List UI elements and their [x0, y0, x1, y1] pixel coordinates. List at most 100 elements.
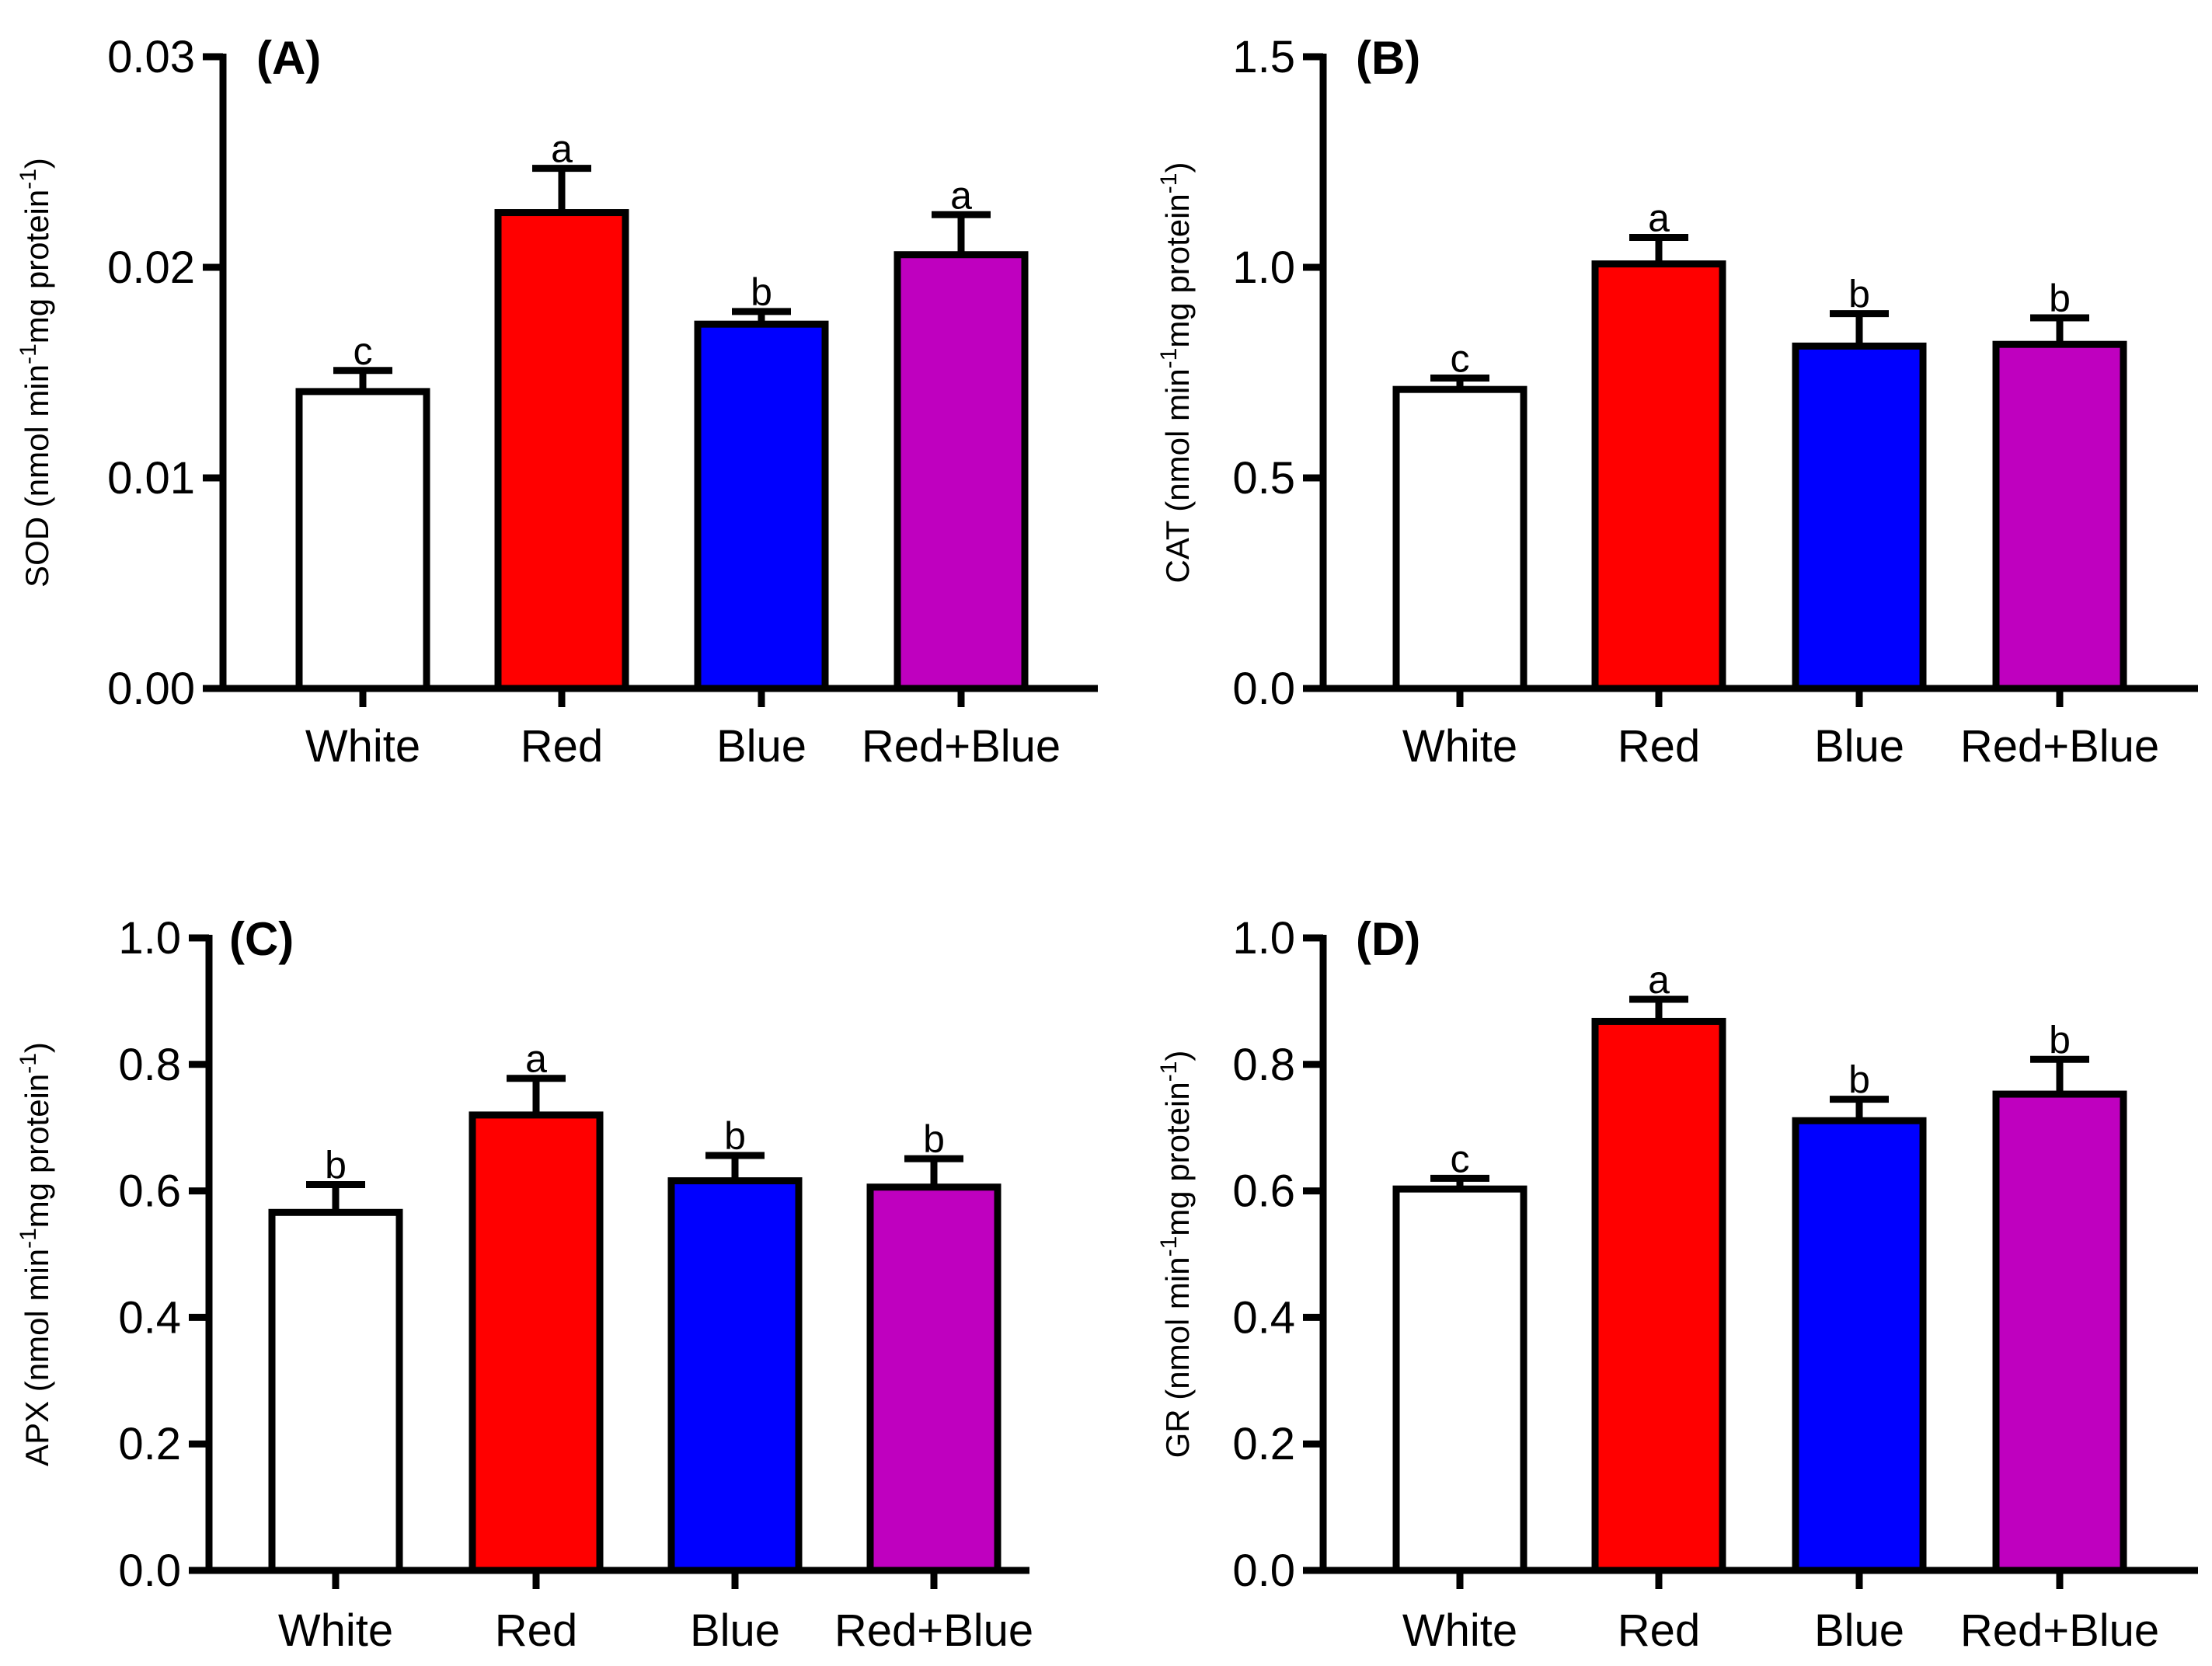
- x-tick-label: White: [305, 721, 420, 772]
- x-tick-label: Blue: [690, 1605, 780, 1656]
- label-part: SOD (nmol min: [19, 364, 55, 587]
- y-tick-label: 0.01: [107, 453, 195, 504]
- y-tick-label: 0.0: [1232, 1546, 1295, 1596]
- y-tick-label: 0.00: [107, 664, 195, 714]
- y-tick-label: 1.0: [1232, 913, 1295, 964]
- x-tick-label: Red: [1618, 1605, 1700, 1656]
- bar-blue: [1792, 342, 1927, 692]
- panel-d: c White a Red b Blue b Red+Blue 0.0 0.2 0.4 0.6 0.8 1…: [1156, 913, 2198, 1656]
- bar-white: [1392, 385, 1527, 692]
- bar-red: [469, 1111, 604, 1574]
- x-tick-label: Blue: [1814, 721, 1904, 772]
- y-tick-label: 1.0: [1232, 242, 1295, 293]
- y-tick-label: 0.03: [107, 32, 195, 82]
- x-tick-label: Red+Blue: [862, 721, 1061, 772]
- x-tick-label: Red: [1618, 721, 1700, 772]
- panel-title: (C): [229, 913, 294, 965]
- panel-title: (A): [256, 32, 321, 84]
- superscript: -1: [1156, 348, 1182, 369]
- superscript: -1: [1156, 173, 1182, 194]
- bar-blue: [1792, 1117, 1927, 1574]
- x-tick-label: Red+Blue: [1960, 721, 2159, 772]
- y-axis-label: SOD (nmol min-1mg protein-1): [16, 158, 55, 587]
- y-tick-label: 0.6: [1232, 1166, 1295, 1217]
- y-axis-label: APX (nmol min-1mg protein-1): [16, 1042, 55, 1466]
- significance-letter: a: [950, 173, 972, 217]
- label-part: CAT (nmol min: [1159, 368, 1196, 583]
- superscript: -1: [16, 1053, 41, 1074]
- x-tick-label: White: [1402, 721, 1517, 772]
- panel-a: c White a Red b Blue a Red+Blue 0.00 0.01 0.02 0.03…: [16, 32, 1098, 772]
- significance-letter: a: [525, 1037, 547, 1081]
- bar-red: [1591, 1017, 1726, 1574]
- y-axis-label: GR (nmol min-1mg protein-1): [1156, 1051, 1196, 1459]
- bar-red-blue: [866, 1183, 1001, 1574]
- bar-red: [1591, 260, 1726, 692]
- bar-white: [1392, 1185, 1527, 1574]
- label-part: APX (nmol min: [19, 1249, 55, 1466]
- significance-letter: b: [1848, 1058, 1870, 1102]
- y-axis-label: CAT (nmol min-1mg protein-1): [1156, 162, 1196, 584]
- bar-red: [494, 209, 629, 692]
- label-part: ): [1159, 1051, 1196, 1061]
- significance-letter: a: [1648, 197, 1670, 240]
- label-part: mg protein: [1159, 193, 1196, 347]
- bar-blue: [694, 320, 829, 692]
- y-tick-label: 1.0: [118, 913, 181, 964]
- significance-letter: b: [2049, 1018, 2071, 1061]
- y-tick-label: 0.8: [1232, 1040, 1295, 1090]
- significance-letter: c: [354, 329, 373, 373]
- x-tick-label: White: [1402, 1605, 1517, 1656]
- bar-red-blue: [894, 251, 1029, 692]
- superscript: -1: [16, 343, 41, 364]
- x-tick-label: Red: [495, 1605, 577, 1656]
- y-tick-label: 1.5: [1232, 32, 1295, 82]
- significance-letter: a: [1648, 958, 1670, 1002]
- superscript: -1: [1156, 1061, 1182, 1082]
- bar-red-blue: [1992, 1090, 2127, 1574]
- bar-red-blue: [1992, 340, 2127, 692]
- y-tick-label: 0.2: [118, 1419, 181, 1469]
- significance-letter: a: [551, 127, 573, 171]
- bar-white: [268, 1208, 403, 1574]
- y-tick-label: 0.0: [118, 1546, 181, 1596]
- significance-letter: c: [1451, 1137, 1470, 1180]
- significance-letter: b: [751, 270, 772, 314]
- panel-c: b White a Red b Blue b Red+Blue 0.0 0.2 0.4 0.6 0.8 1…: [16, 913, 1033, 1656]
- significance-letter: b: [2049, 277, 2071, 320]
- significance-letter: b: [325, 1143, 347, 1187]
- x-tick-label: Blue: [1814, 1605, 1904, 1656]
- x-tick-label: Red+Blue: [834, 1605, 1033, 1656]
- significance-letter: c: [1451, 337, 1470, 381]
- bar-blue: [667, 1177, 803, 1574]
- panel-title: (D): [1356, 913, 1420, 965]
- x-tick-label: Red+Blue: [1960, 1605, 2159, 1656]
- y-tick-label: 0.4: [1232, 1292, 1295, 1343]
- panel-title: (B): [1356, 32, 1420, 84]
- y-tick-label: 0.4: [118, 1292, 181, 1343]
- label-part: ): [1159, 162, 1196, 173]
- y-tick-label: 0.02: [107, 242, 195, 293]
- label-part: GR (nmol min: [1159, 1256, 1196, 1458]
- label-part: mg protein: [19, 1074, 55, 1228]
- significance-letter: b: [724, 1114, 746, 1158]
- panel-b: c White a Red b Blue b Red+Blue 0.0 0.5 1.0 1.5 (B) C…: [1156, 32, 2198, 772]
- x-tick-label: White: [278, 1605, 393, 1656]
- label-part: ): [19, 1042, 55, 1053]
- label-part: mg protein: [1159, 1082, 1196, 1236]
- y-tick-label: 0.2: [1232, 1419, 1295, 1469]
- significance-letter: b: [1848, 273, 1870, 316]
- bar-white: [295, 388, 430, 692]
- superscript: -1: [1156, 1236, 1182, 1257]
- significance-letter: b: [923, 1117, 945, 1161]
- superscript: -1: [16, 1228, 41, 1249]
- y-tick-label: 0.5: [1232, 453, 1295, 504]
- label-part: ): [19, 158, 55, 169]
- y-tick-label: 0.8: [118, 1040, 181, 1090]
- x-tick-label: Blue: [716, 721, 806, 772]
- superscript: -1: [16, 169, 41, 190]
- y-tick-label: 0.0: [1232, 664, 1295, 714]
- label-part: mg protein: [19, 190, 55, 343]
- y-tick-label: 0.6: [118, 1166, 181, 1217]
